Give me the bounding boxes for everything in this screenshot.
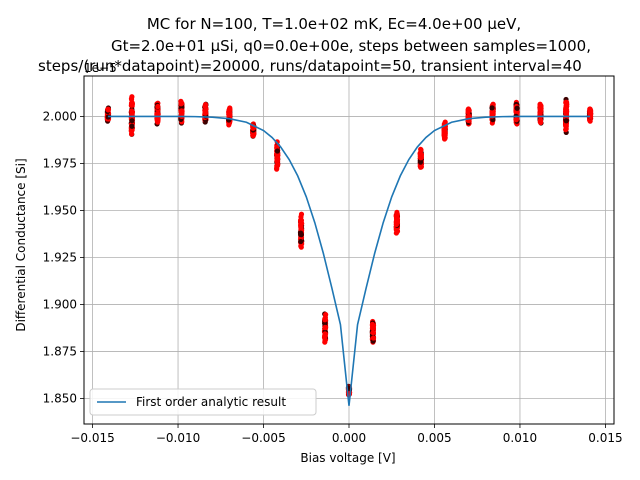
- sample-point: [489, 105, 495, 111]
- sample-point: [155, 104, 161, 110]
- sample-point: [394, 228, 400, 234]
- sample-point: [129, 100, 135, 106]
- sample-point: [466, 113, 472, 119]
- sample-point: [129, 123, 135, 129]
- sample-point: [441, 132, 447, 138]
- sample-point: [250, 131, 256, 137]
- y-tick-label: 1.900: [43, 298, 77, 312]
- legend-box: [89, 388, 317, 416]
- sample-point: [275, 161, 281, 167]
- sample-point: [322, 314, 328, 321]
- sample-point: [563, 99, 570, 105]
- sample-point: [298, 217, 304, 223]
- sample-point: [465, 109, 471, 115]
- sample-point: [370, 335, 377, 341]
- sample-point: [129, 118, 135, 124]
- y-tick-label: 1.950: [43, 203, 77, 217]
- y-tick-label: 2.000: [43, 109, 77, 123]
- title-line-1: MC for N=100, T=1.0e+02 mK, Ec=4.0e+00 μ…: [147, 15, 521, 33]
- x-tick-label: 0.005: [417, 431, 451, 445]
- legend-entry-analytic: First order analytic result: [136, 395, 286, 409]
- x-tick-label: −0.015: [70, 431, 114, 445]
- sample-point: [369, 321, 376, 327]
- x-tick-label: 0.010: [503, 431, 537, 445]
- sample-point: [202, 110, 208, 116]
- sample-point: [514, 105, 520, 111]
- sample-point: [128, 128, 135, 134]
- sample-point: [203, 106, 209, 112]
- sample-point: [394, 212, 400, 218]
- y-tick-label: 1.875: [43, 345, 77, 359]
- legend: First order analytic result: [89, 388, 317, 416]
- sample-point: [322, 338, 328, 344]
- x-axis-label: Bias voltage [V]: [300, 451, 395, 465]
- sample-point: [418, 155, 424, 161]
- title-line-3: steps/(run*datapoint)=20000, runs/datapo…: [38, 57, 582, 75]
- y-axis-label: Differential Conductance [Si]: [14, 158, 28, 331]
- sample-point: [128, 96, 135, 102]
- sample-point: [563, 105, 569, 111]
- sample-point: [105, 106, 111, 113]
- sample-point: [298, 221, 304, 227]
- sample-point: [274, 148, 281, 154]
- sample-point: [178, 108, 185, 114]
- sample-point: [298, 238, 304, 245]
- sample-point: [370, 325, 376, 331]
- x-tick-label: −0.010: [156, 431, 200, 445]
- sample-point: [393, 219, 400, 225]
- sample-point: [370, 330, 376, 336]
- sample-point: [274, 154, 280, 160]
- sample-point: [129, 109, 135, 115]
- sample-point: [563, 126, 569, 132]
- analytic-line: [107, 115, 591, 406]
- x-tick-label: −0.005: [241, 431, 285, 445]
- sample-point: [563, 122, 569, 128]
- sample-point: [441, 126, 447, 133]
- sample-point: [513, 116, 519, 123]
- sample-point: [298, 224, 304, 231]
- x-tick-label: 0.000: [332, 431, 366, 445]
- sample-point: [155, 117, 161, 123]
- x-tick-label: 0.015: [588, 431, 622, 445]
- sample-point: [322, 325, 328, 331]
- sample-point: [298, 232, 304, 238]
- y-offset-label: 1e−5: [84, 61, 117, 75]
- sample-point: [563, 110, 569, 116]
- grid: [84, 76, 614, 424]
- plot-area: [104, 94, 594, 406]
- axes: −0.015 −0.010 −0.005 0.000 0.005 0.010 0.015 1.…: [43, 75, 623, 445]
- y-tick-label: 1.850: [43, 392, 77, 406]
- sample-point: [417, 159, 424, 165]
- y-tick-label: 1.975: [43, 156, 77, 170]
- sample-point: [178, 101, 184, 107]
- y-tick-label: 1.925: [43, 251, 77, 265]
- sample-point: [489, 113, 495, 119]
- title-line-2: Gt=2.0e+01 μSi, q0=0.0e+00e, steps betwe…: [111, 37, 591, 55]
- sample-point: [538, 119, 544, 126]
- sample-point: [563, 118, 569, 124]
- sample-point: [537, 105, 543, 112]
